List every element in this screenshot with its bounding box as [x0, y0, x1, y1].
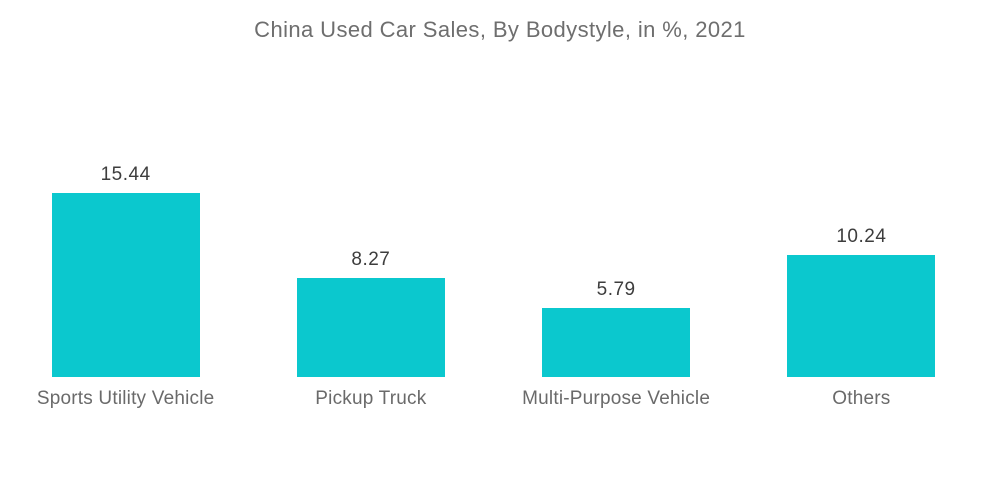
- category-label: Others: [832, 387, 891, 409]
- category-label: Multi-Purpose Vehicle: [522, 387, 711, 409]
- bar-group: 15.44 Sports Utility Vehicle: [3, 0, 248, 420]
- category-label: Sports Utility Vehicle: [36, 387, 215, 409]
- bar-value-label: 8.27: [351, 249, 391, 271]
- bar-group: 10.24 Others: [739, 0, 984, 420]
- bar: [542, 308, 691, 377]
- bar: [296, 278, 445, 377]
- plot-area: 15.44 Sports Utility Vehicle 8.27 Pickup Tr…: [3, 0, 984, 420]
- chart-title: China Used Car Sales, By Bodystyle, in %…: [254, 17, 746, 42]
- bar-group: 8.27 Pickup Truck: [248, 0, 493, 420]
- bar-value-label: 15.44: [100, 164, 151, 185]
- bar: [51, 193, 200, 377]
- category-label: Pickup Truck: [315, 387, 427, 409]
- bar-value-label: 5.79: [596, 279, 636, 300]
- bar-group: 5.79 Multi-Purpose Vehicle: [494, 0, 739, 420]
- bar-value-label: 10.24: [836, 226, 887, 247]
- bar: [787, 255, 936, 377]
